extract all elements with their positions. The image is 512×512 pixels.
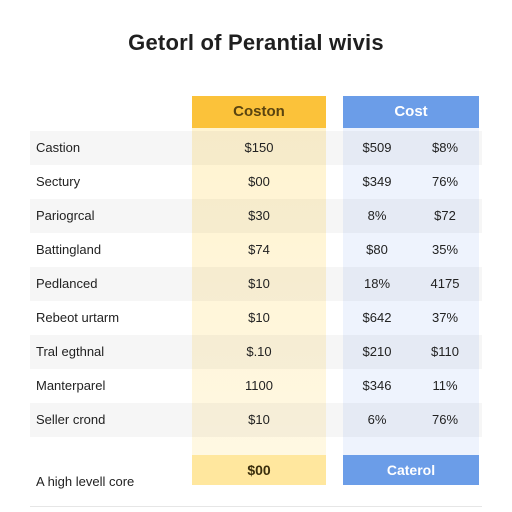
row-label: Pariogrcal <box>36 208 95 223</box>
table-row: Pariogrcal $30 8% $72 <box>30 199 482 233</box>
cell-cost: $210 <box>362 344 392 359</box>
cell-coston: $10 <box>248 412 270 427</box>
table-row: Tral egthnal $.10 $210 $110 <box>30 335 482 369</box>
cell-cost: $509 <box>362 140 392 155</box>
cell-cost-secondary: 4175 <box>430 276 460 291</box>
cell-cost-secondary: $110 <box>431 344 459 359</box>
cell-cost-secondary: 76% <box>431 412 459 427</box>
row-label: Seller crond <box>36 412 106 427</box>
cell-cost: $642 <box>362 310 392 325</box>
cell-coston: $.10 <box>246 344 272 359</box>
row-label: Rebeot urtarm <box>36 310 120 325</box>
page-title: Getorl of Perantial wivis <box>128 30 384 55</box>
table-row: Seller crond $10 6% 76% <box>30 403 482 437</box>
cell-coston: $00 <box>248 174 270 189</box>
cell-coston: 1100 <box>245 378 273 393</box>
cell-cost-secondary: 37% <box>431 310 459 325</box>
footer-label: A high levell core <box>36 474 135 489</box>
column-a-background <box>192 96 326 484</box>
table-row: Manterparel 1100 $346 11% <box>30 369 482 403</box>
row-label: Tral egthnal <box>36 344 105 359</box>
cell-coston: $10 <box>248 310 270 325</box>
table-row: Battingland $74 $80 35% <box>30 233 482 267</box>
cell-cost-secondary: $72 <box>434 208 456 223</box>
table-row: Sectury $00 $349 76% <box>30 165 482 199</box>
column-b-background <box>343 96 479 484</box>
cell-cost-secondary: 35% <box>431 242 459 257</box>
bottom-divider <box>30 506 482 507</box>
cell-cost: 18% <box>363 276 391 291</box>
column-header-coston: Coston <box>192 96 326 128</box>
cell-coston: $74 <box>248 242 270 257</box>
cell-cost-secondary: 11% <box>432 378 458 393</box>
cell-cost-secondary: 76% <box>431 174 459 189</box>
row-label: Pedlanced <box>36 276 98 291</box>
footer-total-coston: $00 <box>192 455 326 485</box>
row-label: Battingland <box>36 242 102 257</box>
cell-cost: 6% <box>367 412 387 427</box>
cell-coston: $30 <box>248 208 270 223</box>
row-label: Manterparel <box>36 378 106 393</box>
row-label: Sectury <box>36 174 81 189</box>
cell-cost: $80 <box>366 242 388 257</box>
cell-coston: $150 <box>244 140 274 155</box>
cell-cost: 8% <box>367 208 387 223</box>
table-row: Pedlanced $10 18% 4175 <box>30 267 482 301</box>
table-body: Castion $150 $509 $8% Sectury $00 $349 76% Pario… <box>30 131 482 437</box>
cell-cost: $346 <box>362 378 392 393</box>
cell-cost: $349 <box>362 174 392 189</box>
table-row: Castion $150 $509 $8% <box>30 131 482 165</box>
column-header-cost: Cost <box>343 96 479 128</box>
footer-total-cost: Caterol <box>343 455 479 485</box>
cell-coston: $10 <box>248 276 270 291</box>
cell-cost-secondary: $8% <box>431 140 459 155</box>
row-label: Castion <box>36 140 81 155</box>
table-row: Rebeot urtarm $10 $642 37% <box>30 301 482 335</box>
